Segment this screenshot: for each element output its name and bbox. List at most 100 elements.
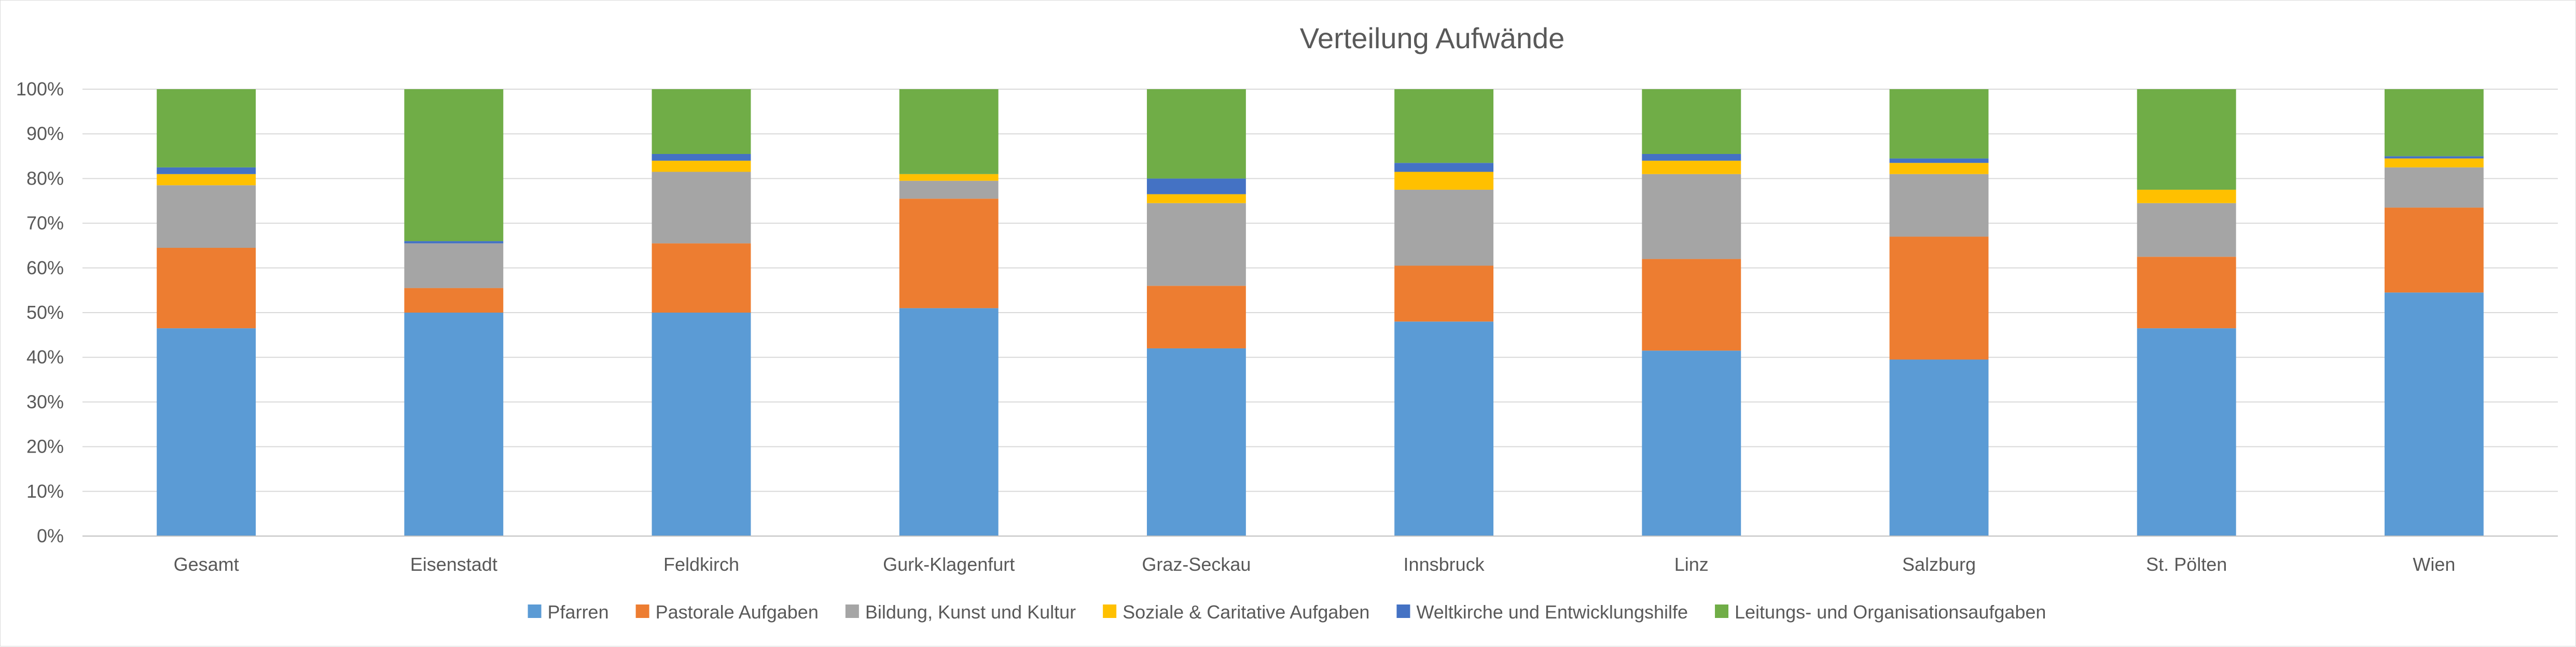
legend-swatch [1715, 604, 1729, 618]
y-axis-tick-labels: 0% 10% 20% 30% 40% 50% 60% 70% 80% 90% 100% [16, 78, 64, 546]
bar-stack [1889, 89, 1989, 536]
legend: Pfarren Pastorale Aufgaben Bildung, Kunst … [528, 601, 2046, 623]
bar-segment [1642, 89, 1741, 154]
bar-segment [1889, 158, 1989, 163]
x-category-label: Eisenstadt [410, 554, 497, 575]
legend-swatch [1103, 604, 1117, 618]
bar-stack [1642, 89, 1741, 536]
bar-segment [1394, 265, 1494, 322]
bar-stack [652, 89, 751, 536]
y-tick-label: 30% [26, 391, 64, 412]
bar-segment [2137, 189, 2236, 203]
bar-segment [157, 174, 256, 186]
bar-segment [157, 248, 256, 329]
bar-segment [2384, 158, 2484, 167]
bar-segment [1146, 203, 1246, 286]
legend-label: Bildung, Kunst und Kultur [865, 601, 1076, 623]
legend-item: Soziale & Caritative Aufgaben [1103, 601, 1369, 623]
x-category-label: St. Pölten [2146, 554, 2227, 575]
x-category-label: Innsbruck [1404, 554, 1485, 575]
bar-segment [404, 241, 504, 244]
bar-segment [652, 153, 751, 161]
bar-segment [899, 89, 999, 174]
bars [157, 89, 2484, 536]
legend-label: Pastorale Aufgaben [656, 601, 819, 623]
legend-label: Pfarren [548, 601, 609, 623]
legend-swatch [1396, 604, 1410, 618]
x-category-label: Salzburg [1902, 554, 1976, 575]
bar-segment [2137, 203, 2236, 257]
bar-stack [1146, 89, 1246, 536]
bar-stack [2137, 89, 2236, 536]
bar-segment [899, 199, 999, 308]
bar-segment [1642, 174, 1741, 259]
bar-segment [899, 180, 999, 199]
bar-segment [2137, 257, 2236, 329]
bar-segment [404, 243, 504, 288]
bar-segment [157, 328, 256, 536]
legend-label: Soziale & Caritative Aufgaben [1123, 601, 1369, 623]
legend-swatch [845, 604, 859, 618]
bar-segment [1146, 348, 1246, 536]
bar-segment [1889, 174, 1989, 237]
bar-segment [1642, 350, 1741, 536]
bar-segment [1146, 89, 1246, 179]
x-category-label: Feldkirch [663, 554, 739, 575]
bar-segment [404, 313, 504, 536]
bar-segment [1146, 286, 1246, 348]
bar-stack [1394, 89, 1494, 536]
bar-segment [1642, 153, 1741, 161]
y-tick-label: 70% [26, 213, 64, 234]
bar-segment [2384, 167, 2484, 208]
y-tick-label: 40% [26, 346, 64, 368]
x-category-label: Gesamt [174, 554, 239, 575]
bar-segment [1146, 178, 1246, 194]
bar-segment [652, 172, 751, 244]
bar-stack [157, 89, 256, 536]
bar-segment [1394, 89, 1494, 163]
legend-label: Leitungs- und Organisationsaufgaben [1735, 601, 2046, 623]
bar-segment [1889, 89, 1989, 159]
bar-segment [2384, 156, 2484, 159]
bar-segment [1146, 194, 1246, 203]
bar-segment [1889, 163, 1989, 174]
bar-segment [1394, 189, 1494, 266]
legend-swatch [528, 604, 542, 618]
bar-segment [652, 160, 751, 172]
x-category-label: Graz-Seckau [1142, 554, 1251, 575]
bar-segment [1394, 172, 1494, 190]
y-tick-label: 0% [37, 525, 64, 546]
bar-segment [404, 89, 504, 242]
x-category-label: Wien [2413, 554, 2455, 575]
chart-title: Verteilung Aufwände [1300, 22, 1565, 54]
legend-item: Weltkirche und Entwicklungshilfe [1396, 601, 1688, 623]
x-category-label: Gurk-Klagenfurt [883, 554, 1015, 575]
bar-segment [2384, 89, 2484, 157]
bar-segment [1889, 359, 1989, 536]
bar-segment [899, 308, 999, 536]
y-tick-label: 80% [26, 167, 64, 189]
legend-item: Bildung, Kunst und Kultur [845, 601, 1076, 623]
y-tick-label: 20% [26, 436, 64, 457]
y-tick-label: 10% [26, 481, 64, 502]
bar-segment [2384, 207, 2484, 293]
bar-segment [652, 243, 751, 313]
bar-segment [157, 185, 256, 248]
bar-segment [1394, 321, 1494, 536]
bar-segment [2137, 328, 2236, 536]
bar-segment [652, 313, 751, 536]
bar-segment [157, 89, 256, 167]
bar-segment [157, 167, 256, 174]
x-category-label: Linz [1674, 554, 1709, 575]
bar-segment [1642, 259, 1741, 351]
y-tick-label: 100% [16, 78, 64, 100]
bar-segment [899, 174, 999, 181]
bar-segment [2384, 292, 2484, 536]
legend-item: Leitungs- und Organisationsaufgaben [1715, 601, 2046, 623]
bar-segment [652, 89, 751, 154]
bar-segment [1642, 160, 1741, 174]
y-tick-label: 50% [26, 302, 64, 323]
bar-segment [2137, 89, 2236, 190]
bar-segment [1394, 163, 1494, 172]
bar-stack [2384, 89, 2484, 536]
